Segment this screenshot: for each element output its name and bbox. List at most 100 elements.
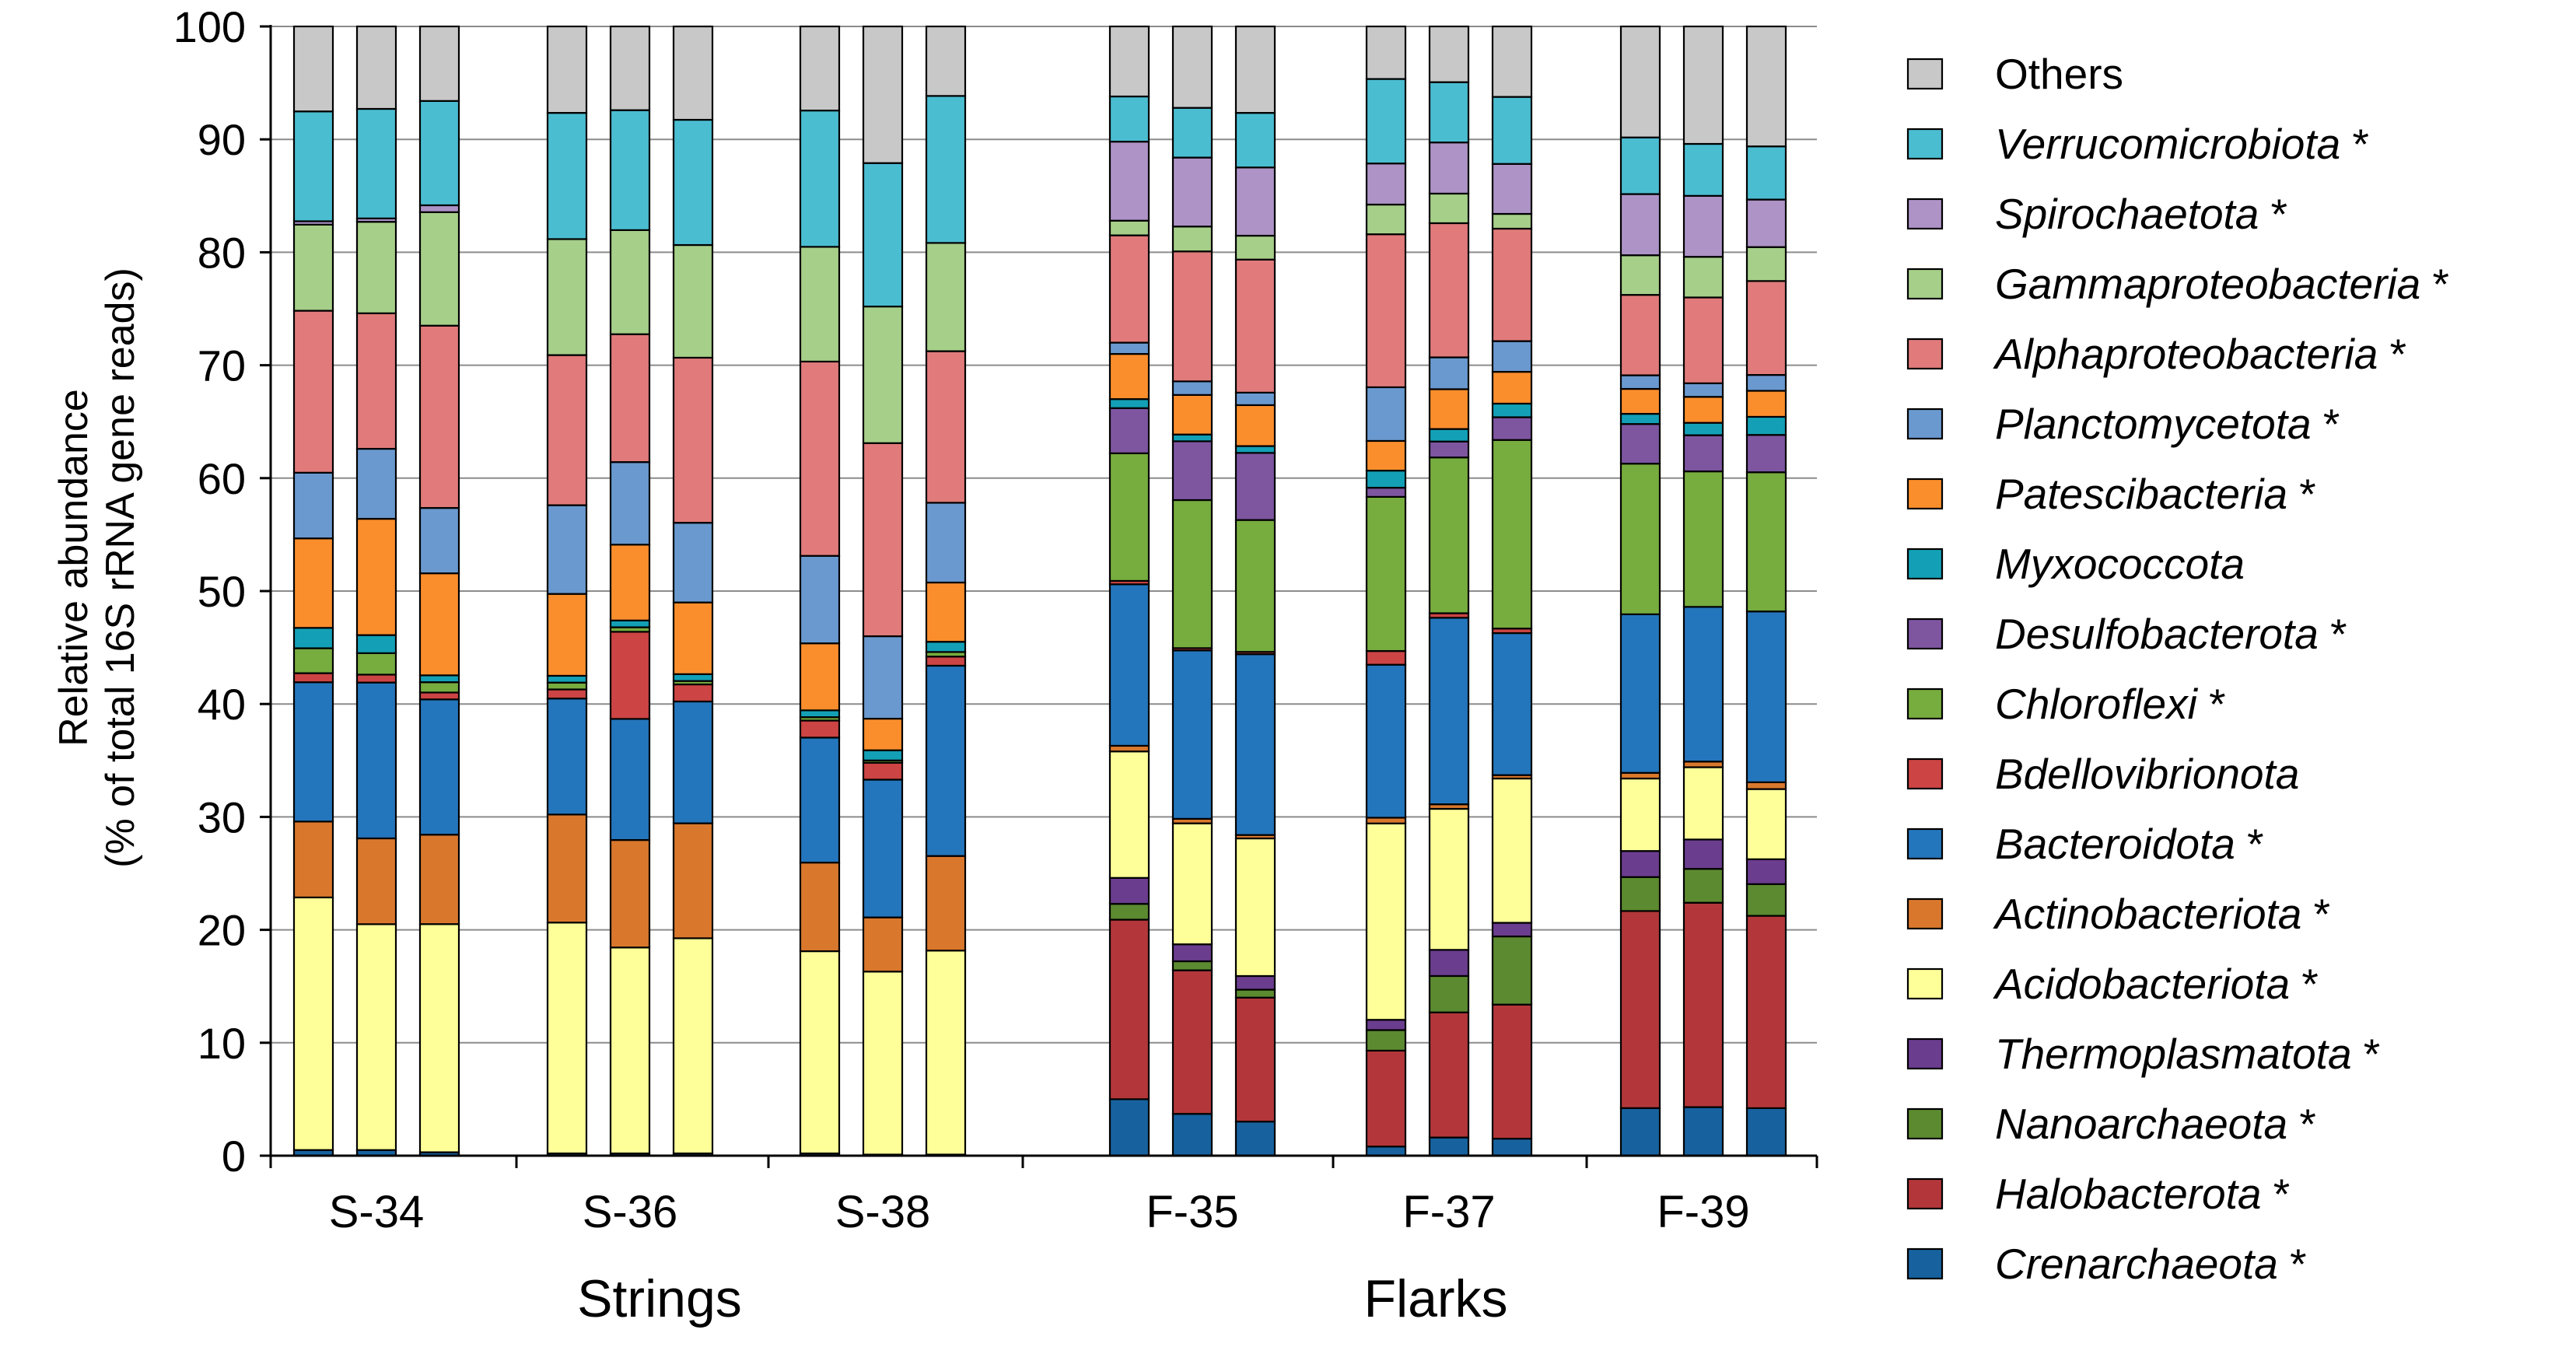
legend-swatch	[1906, 338, 1944, 370]
bar-segment-others	[1108, 25, 1150, 98]
bar-segment-patescibacteria	[1171, 394, 1213, 436]
bar-segment-bdellovibrionota	[862, 761, 904, 781]
bar-segment-bacteroidota	[546, 698, 588, 816]
bar-segment-gammaproteobacteria	[292, 223, 334, 312]
bar-segment-nanoarchaeota	[1682, 868, 1724, 904]
legend-swatch	[1906, 1177, 1944, 1210]
bar-segment-myxococcota	[546, 674, 588, 684]
bar-segment-alphaproteobacteria	[672, 356, 714, 524]
bar-segment-actinobacteriota	[355, 837, 397, 925]
bar-segment-verrucomicrobiota	[292, 110, 334, 222]
bar-segment-myxococcota	[292, 627, 334, 649]
legend-item: Halobacterota *	[1906, 1170, 2290, 1218]
bar-segment-patescibacteria	[355, 517, 397, 636]
x-group-label: F-39	[1657, 1187, 1749, 1237]
bar-segment-myxococcota	[1234, 445, 1276, 454]
bar-segment-chloroflexi	[355, 652, 397, 676]
bar-segment-spirochaetota	[1234, 166, 1276, 237]
bar-segment-patescibacteria	[609, 544, 651, 621]
bar-segment-alphaproteobacteria	[925, 350, 967, 504]
legend-item: Acidobacteriota *	[1906, 960, 2319, 1008]
gridlines	[271, 26, 1817, 1044]
bar-segment-bacteroidota	[1491, 632, 1533, 776]
legend-item: Spirochaetota *	[1906, 190, 2287, 238]
bar-segment-gammaproteobacteria	[1428, 192, 1470, 225]
x-group-label: S-34	[329, 1187, 425, 1237]
bar-segment-halobacterota	[1234, 996, 1276, 1123]
bar-segment-planctomycetota	[925, 502, 967, 584]
legend-label: Others	[1995, 50, 2123, 98]
bar-segment-patescibacteria	[1619, 387, 1661, 415]
legend-label: Myxococcota	[1995, 540, 2245, 588]
bar-segment-myxococcota	[925, 641, 967, 653]
bar-segment-bdellovibrionota	[292, 672, 334, 684]
bar-segment-actinobacteriota	[418, 834, 460, 925]
bar-segment-bdellovibrionota	[355, 674, 397, 684]
bar-segment-acidobacteriota	[925, 950, 967, 1156]
legend-item: Thermoplasmatota *	[1906, 1030, 2380, 1078]
bar-segment-myxococcota	[609, 619, 651, 628]
bar-segment-bacteroidota	[1745, 611, 1787, 783]
y-tick-label: 20	[198, 906, 246, 955]
y-tick-label: 50	[198, 567, 246, 616]
bar-segment-planctomycetota	[672, 522, 714, 604]
bar-segment-acidobacteriota	[1365, 822, 1407, 1021]
bar-segment-verrucomicrobiota	[862, 162, 904, 308]
bar-segment-desulfobacterota	[1745, 434, 1787, 474]
legend-label: Bdellovibrionota	[1995, 750, 2299, 798]
bar-segment-others	[1428, 25, 1470, 83]
legend-item: Myxococcota	[1906, 540, 2245, 588]
bar-segment-desulfobacterota	[1171, 440, 1213, 502]
legend-label: Nanoarchaeota *	[1995, 1100, 2316, 1148]
bar-segment-desulfobacterota	[1234, 452, 1276, 521]
bar-segment-planctomycetota	[799, 555, 841, 645]
bar-segment-acidobacteriota	[546, 922, 588, 1155]
bar-segment-planctomycetota	[1745, 374, 1787, 392]
legend-swatch	[1906, 1107, 1944, 1140]
bar-segment-chloroflexi	[1682, 470, 1724, 608]
bar-segment-alphaproteobacteria	[799, 360, 841, 557]
bar-segment-chloroflexi	[546, 681, 588, 691]
bar-segment-patescibacteria	[862, 717, 904, 751]
bar-segment-verrucomicrobiota	[1428, 81, 1470, 144]
legend-swatch	[1906, 757, 1944, 790]
bar-segment-patescibacteria	[799, 642, 841, 712]
bar-segment-halobacterota	[1108, 918, 1150, 1100]
bar-segment-acidobacteriota	[1491, 777, 1533, 924]
y-tick-labels: 0 10 20 30 40 50 60 70 80 90 100	[173, 2, 246, 1181]
bar-segment-chloroflexi	[1745, 471, 1787, 613]
bar-segment-acidobacteriota	[1171, 822, 1213, 946]
bar-segment-acidobacteriota	[799, 950, 841, 1155]
legend-swatch	[1906, 967, 1944, 1000]
bar-segment-spirochaetota	[1745, 198, 1787, 248]
bar-segment-planctomycetota	[1108, 341, 1150, 355]
y-tick-label: 40	[198, 680, 246, 729]
bar-segment-others	[799, 25, 841, 112]
bar-segment-crenarchaeota	[1745, 1107, 1787, 1157]
legend-label: Gammaproteobacteria *	[1995, 260, 2449, 308]
bar-segment-thermoplasmatota	[1619, 850, 1661, 878]
bar-segment-planctomycetota	[1619, 374, 1661, 390]
bar-segment-myxococcota	[1619, 412, 1661, 425]
bar-segment-bacteroidota	[1108, 583, 1150, 747]
bar-segment-others	[925, 25, 967, 97]
bar-segment-planctomycetota	[862, 635, 904, 720]
legend-label: Spirochaetota *	[1995, 190, 2287, 238]
bar-segment-verrucomicrobiota	[1619, 136, 1661, 195]
y-tick-label: 30	[198, 792, 246, 841]
bar-segment-patescibacteria	[418, 572, 460, 677]
bar-segment-chloroflexi	[1428, 457, 1470, 614]
bar-segment-thermoplasmatota	[1234, 974, 1276, 991]
bar-segment-spirochaetota	[1491, 163, 1533, 215]
bar-segment-planctomycetota	[1491, 340, 1533, 373]
bar-segment-crenarchaeota	[1491, 1137, 1533, 1157]
bar-segment-myxococcota	[862, 749, 904, 761]
bar-segment-gammaproteobacteria	[925, 242, 967, 352]
legend-label: Alphaproteobacteria *	[1993, 330, 2406, 378]
bar-segment-others	[546, 25, 588, 114]
bar-segment-chloroflexi	[418, 681, 460, 694]
bar-segment-gammaproteobacteria	[418, 211, 460, 327]
bar-segment-gammaproteobacteria	[1619, 254, 1661, 296]
legend-item: Alphaproteobacteria *	[1906, 330, 2406, 378]
